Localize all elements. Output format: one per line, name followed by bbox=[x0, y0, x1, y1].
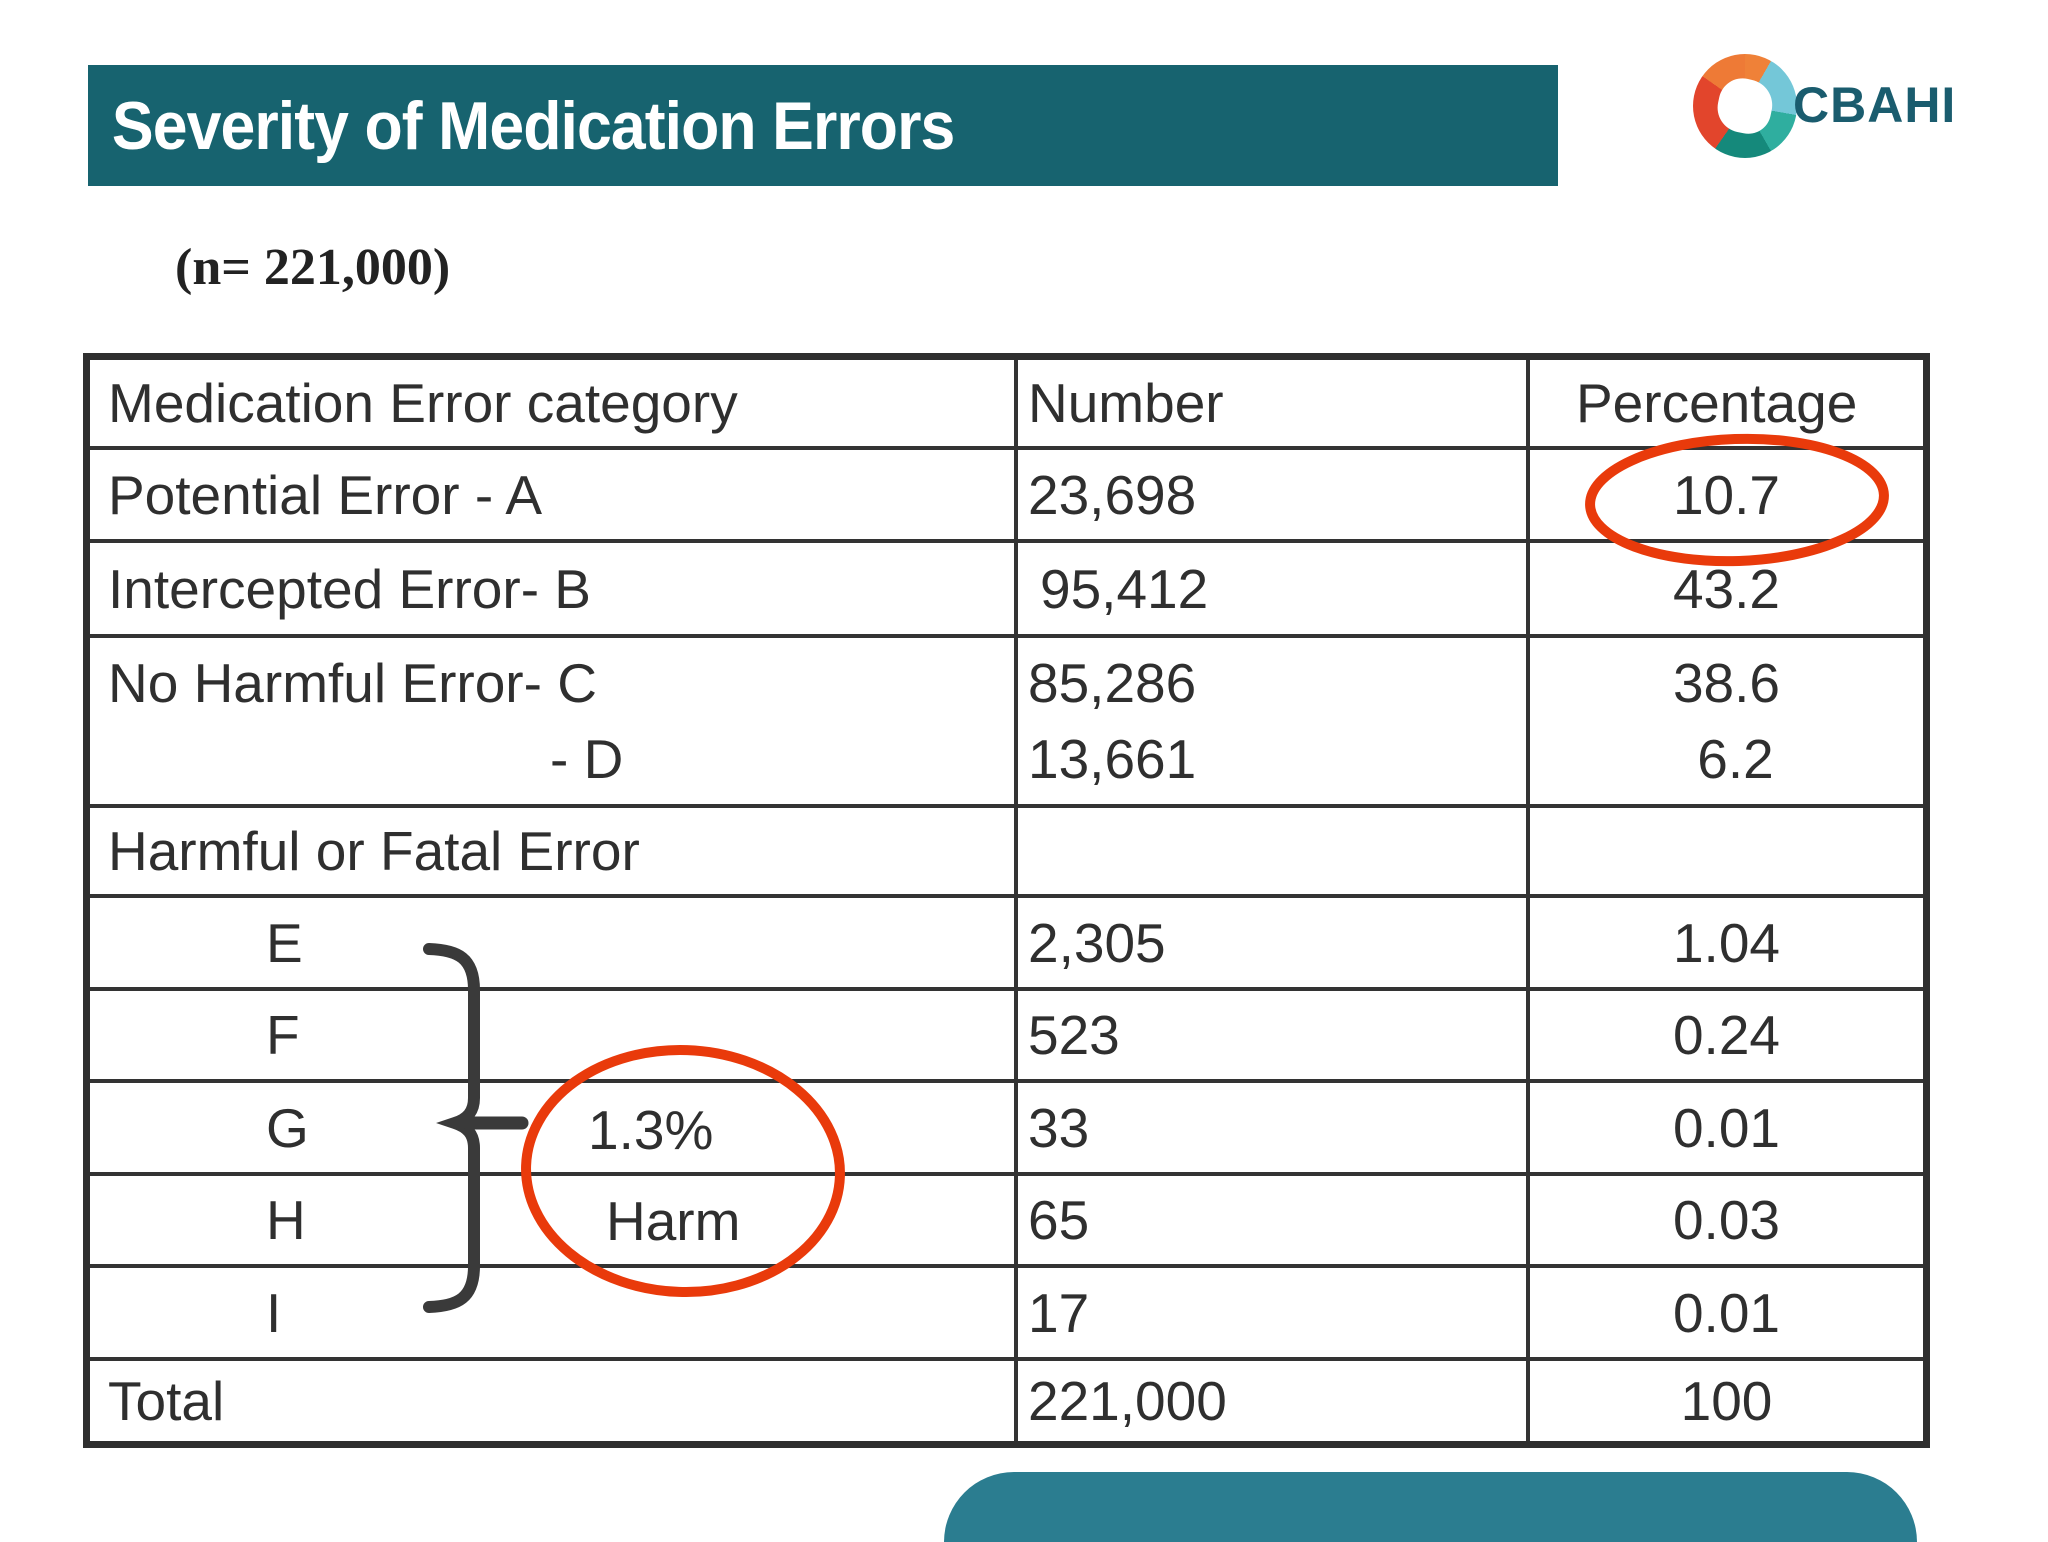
percentage-cell: 100 bbox=[1530, 1361, 1923, 1441]
percentage-cell: 1.04 bbox=[1530, 898, 1923, 987]
category-cell: H bbox=[90, 1176, 1014, 1264]
harm-callout-word: Harm bbox=[606, 1190, 741, 1252]
medication-errors-table: Medication Error category Number Percent… bbox=[83, 353, 1930, 1448]
percentage-cell: 43.2 bbox=[1530, 543, 1923, 634]
category-cell: Intercepted Error- B bbox=[90, 543, 1014, 634]
category-cell: Potential Error - A bbox=[90, 450, 1014, 539]
percentage-cell: 0.01 bbox=[1530, 1083, 1923, 1172]
percentage-cell: 10.7 bbox=[1530, 450, 1923, 539]
slide-title: Severity of Medication Errors bbox=[111, 87, 955, 164]
number-cell: 17 bbox=[1018, 1268, 1526, 1357]
number-cell: 23,698 bbox=[1018, 450, 1526, 539]
category-cell: No Harmful Error- C - D bbox=[90, 638, 1014, 804]
category-cell: F bbox=[90, 991, 1014, 1079]
percentage-cell: 0.01 bbox=[1530, 1268, 1923, 1357]
percentage-line-c: 38.6 bbox=[1672, 652, 1781, 715]
harm-callout-percent: 1.3% bbox=[588, 1099, 714, 1161]
category-cell: Total bbox=[90, 1361, 1014, 1441]
cbahi-logo: CBAHI bbox=[1693, 52, 1993, 162]
percentage-cell: 0.03 bbox=[1530, 1176, 1923, 1264]
percentage-cell: 38.6 6.2 bbox=[1530, 638, 1923, 804]
cbahi-logo-icon bbox=[1693, 54, 1797, 158]
number-cell: 95,412 bbox=[1018, 543, 1526, 634]
category-line-c: No Harmful Error- C bbox=[108, 652, 597, 715]
footer-accent-shape bbox=[944, 1472, 1917, 1542]
percentage-cell: 0.24 bbox=[1530, 991, 1923, 1079]
cbahi-logo-text: CBAHI bbox=[1793, 77, 1957, 133]
category-cell: E bbox=[90, 898, 1014, 987]
number-cell: 33 bbox=[1018, 1083, 1526, 1172]
header-number: Number bbox=[1018, 360, 1526, 446]
header-category: Medication Error category bbox=[90, 360, 1014, 446]
number-cell: 523 bbox=[1018, 991, 1526, 1079]
cbahi-logo-center bbox=[1712, 73, 1778, 139]
number-line-c: 85,286 bbox=[1028, 652, 1197, 715]
number-cell bbox=[1018, 808, 1526, 894]
header-percentage: Percentage bbox=[1530, 360, 1923, 446]
percentage-cell bbox=[1530, 808, 1923, 894]
number-cell: 221,000 bbox=[1018, 1361, 1526, 1441]
category-cell: Harmful or Fatal Error bbox=[90, 808, 1014, 894]
category-cell: I bbox=[90, 1268, 1014, 1357]
percentage-line-d: 6.2 bbox=[1697, 727, 1774, 790]
number-cell: 65 bbox=[1018, 1176, 1526, 1264]
number-cell: 2,305 bbox=[1018, 898, 1526, 987]
slide-title-bar: Severity of Medication Errors bbox=[88, 65, 1558, 186]
sample-size-label: (n= 221,000) bbox=[175, 239, 451, 296]
category-line-d: - D bbox=[550, 727, 624, 790]
number-line-d: 13,661 bbox=[1028, 727, 1197, 790]
number-cell: 85,286 13,661 bbox=[1018, 638, 1526, 804]
category-cell: G bbox=[90, 1083, 1014, 1172]
